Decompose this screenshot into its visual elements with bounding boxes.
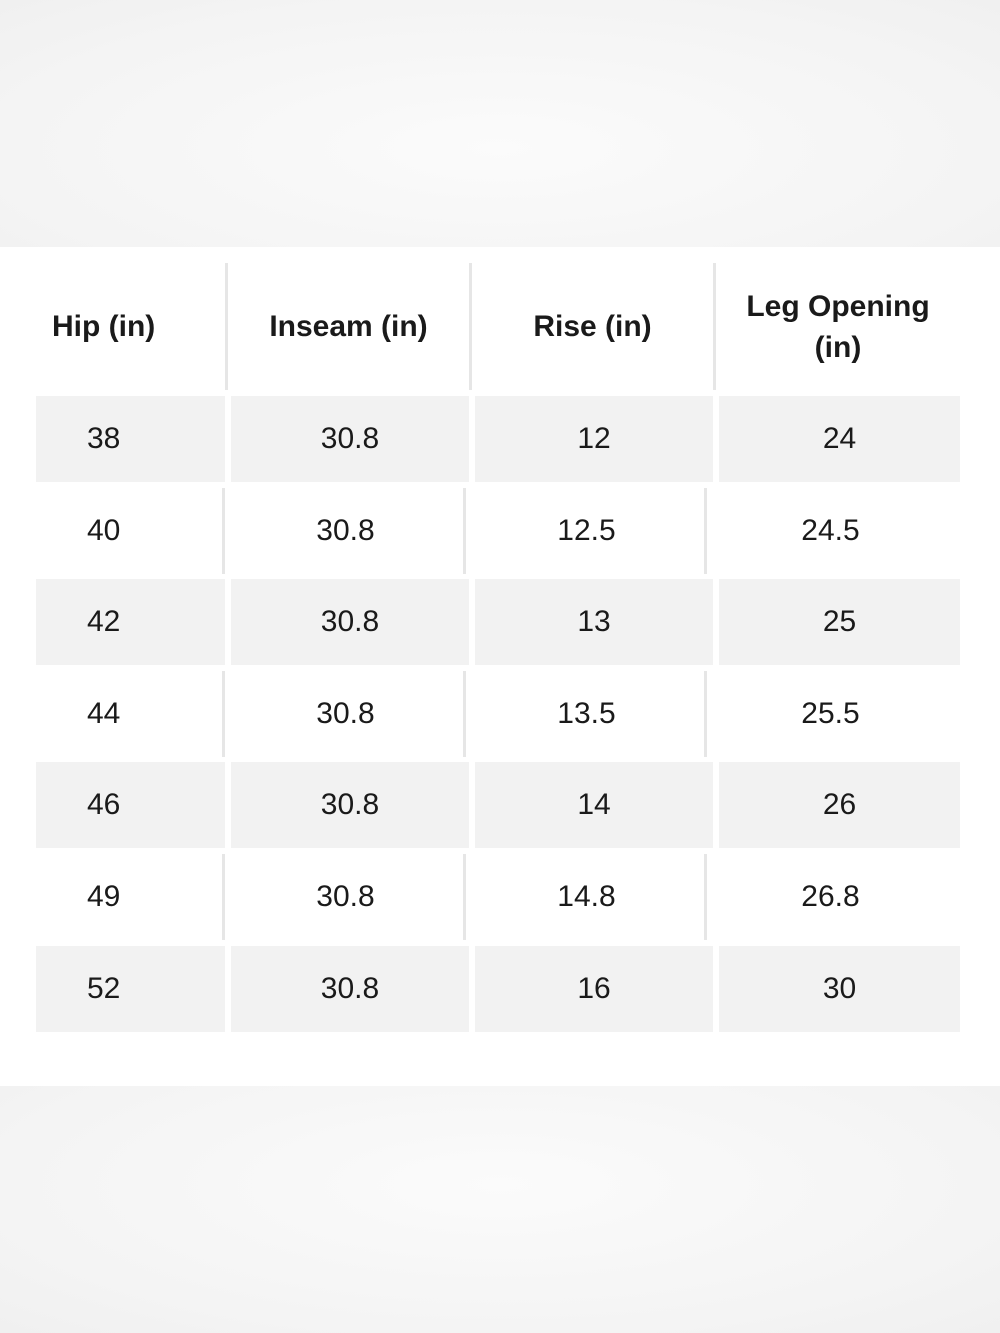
cell-leg-opening: 24.5 [710,487,951,574]
cell-hip: 46 [36,762,225,849]
cell-rise: 12.5 [469,487,707,574]
cell-inseam: 30.8 [228,487,466,574]
cell-leg-opening: 26 [719,762,960,849]
cell-rise: 13 [475,579,713,666]
table-row: 44 30.8 13.5 25.5 [36,670,960,757]
header-hip: Hip (in) [36,263,228,390]
table-row: 38 30.8 12 24 [36,396,960,482]
cell-hip: 49 [36,853,225,940]
background-top [0,0,1000,247]
cell-leg-opening: 30 [719,945,960,1032]
header-leg-opening: Leg Opening (in) [716,263,960,390]
cell-hip: 40 [36,487,225,574]
table-row: 40 30.8 12.5 24.5 [36,487,960,574]
cell-inseam: 30.8 [231,945,469,1032]
cell-inseam: 30.8 [231,396,469,482]
cell-rise: 14.8 [469,853,707,940]
cell-rise: 12 [475,396,713,482]
cell-inseam: 30.8 [228,670,466,757]
cell-leg-opening: 25 [719,579,960,666]
size-chart-table: Hip (in) Inseam (in) Rise (in) Leg Openi… [36,263,960,1037]
cell-rise: 16 [475,945,713,1032]
cell-rise: 13.5 [469,670,707,757]
table-header-row: Hip (in) Inseam (in) Rise (in) Leg Openi… [36,263,960,390]
cell-inseam: 30.8 [231,762,469,849]
cell-inseam: 30.8 [231,579,469,666]
background-bottom [0,1086,1000,1333]
table-row: 42 30.8 13 25 [36,579,960,666]
cell-leg-opening: 25.5 [710,670,951,757]
cell-hip: 42 [36,579,225,666]
table-row: 49 30.8 14.8 26.8 [36,853,960,940]
cell-leg-opening: 24 [719,396,960,482]
header-leg-opening-text: Leg Opening (in) [746,289,930,364]
header-inseam: Inseam (in) [228,263,472,390]
cell-inseam: 30.8 [228,853,466,940]
table-row: 46 30.8 14 26 [36,762,960,849]
cell-hip: 44 [36,670,225,757]
table-row: 52 30.8 16 30 [36,945,960,1032]
cell-hip: 52 [36,945,225,1032]
cell-leg-opening: 26.8 [710,853,951,940]
cell-rise: 14 [475,762,713,849]
cell-hip: 38 [36,396,225,482]
header-rise: Rise (in) [472,263,716,390]
